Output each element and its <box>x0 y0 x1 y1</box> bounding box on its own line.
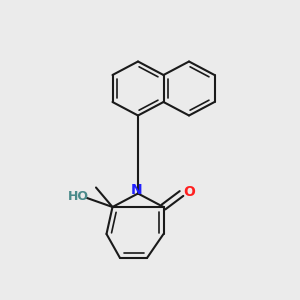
Text: O: O <box>183 185 195 199</box>
Text: HO: HO <box>68 190 88 203</box>
Text: N: N <box>131 184 142 197</box>
